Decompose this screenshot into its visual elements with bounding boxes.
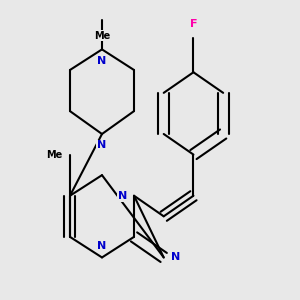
- Text: N: N: [170, 253, 180, 262]
- Text: F: F: [190, 19, 197, 29]
- Text: N: N: [98, 241, 106, 251]
- Text: N: N: [118, 191, 127, 201]
- Text: N: N: [98, 140, 106, 150]
- Text: Me: Me: [94, 31, 110, 41]
- Text: Me: Me: [46, 150, 62, 160]
- Text: N: N: [98, 56, 106, 66]
